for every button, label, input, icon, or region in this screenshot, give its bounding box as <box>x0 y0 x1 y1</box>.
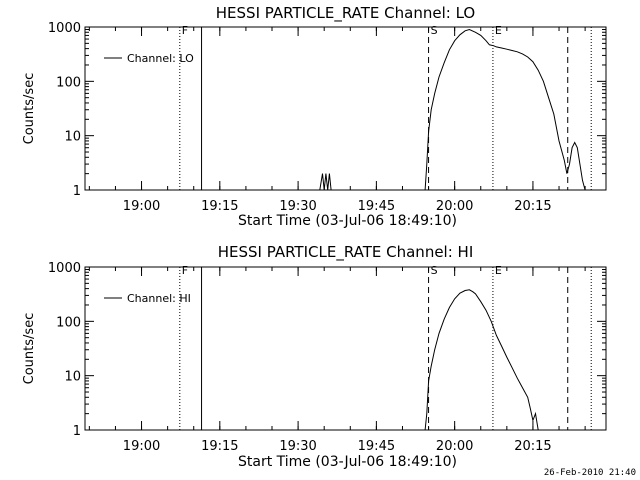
series-line <box>424 289 539 431</box>
x-tick-label: 20:15 <box>514 439 551 454</box>
legend-label: Channel: LO <box>127 52 194 65</box>
x-tick-label: 20:00 <box>436 439 473 454</box>
x-tick-label: 19:45 <box>358 439 395 454</box>
x-axis-title: Start Time (03-Jul-06 18:49:10) <box>238 213 457 229</box>
x-tick-label: 19:15 <box>201 199 238 214</box>
chart-panel-lo: HESSI PARTICLE_RATE Channel: LO 1 10 100 100… <box>22 4 607 229</box>
event-marker-label: S <box>431 264 438 277</box>
event-marker-label: F <box>182 264 188 277</box>
series-line <box>319 28 586 191</box>
x-tick-label: 20:15 <box>514 199 551 214</box>
x-tick-label: 19:45 <box>358 199 395 214</box>
y-axis-title: Counts/sec <box>22 313 37 385</box>
y-tick-label: 1 <box>73 184 81 199</box>
chart-panel-hi: HESSI PARTICLE_RATE Channel: HI 1 10 100 100… <box>22 243 607 470</box>
y-tick-label: 10 <box>64 370 81 385</box>
x-axis-title: Start Time (03-Jul-06 18:49:10) <box>238 454 457 470</box>
x-tick-label: 19:30 <box>279 199 316 214</box>
event-marker-label: F <box>182 24 188 37</box>
x-tick-label: 19:30 <box>279 439 316 454</box>
legend-label: Channel: HI <box>127 292 191 305</box>
y-tick-label: 1 <box>73 424 81 439</box>
y-tick-label: 100 <box>56 315 81 330</box>
y-axis-title: Counts/sec <box>22 73 37 145</box>
event-marker-label: E <box>495 24 502 37</box>
chart-title: HESSI PARTICLE_RATE Channel: LO <box>216 4 475 23</box>
x-tick-label: 20:00 <box>436 199 473 214</box>
plot-frame <box>84 266 607 431</box>
x-tick-label: 19:00 <box>123 439 160 454</box>
event-marker-label: E <box>495 264 502 277</box>
y-tick-label: 100 <box>56 75 81 90</box>
x-tick-label: 19:00 <box>123 199 160 214</box>
plot-timestamp: 26-Feb-2010 21:40 <box>543 468 636 478</box>
y-tick-label: 10 <box>64 130 81 145</box>
event-marker-label: S <box>431 24 438 37</box>
x-tick-label: 19:15 <box>201 439 238 454</box>
y-tick-label: 1000 <box>48 21 81 36</box>
y-tick-label: 1000 <box>48 261 81 276</box>
chart-title: HESSI PARTICLE_RATE Channel: HI <box>218 243 474 262</box>
